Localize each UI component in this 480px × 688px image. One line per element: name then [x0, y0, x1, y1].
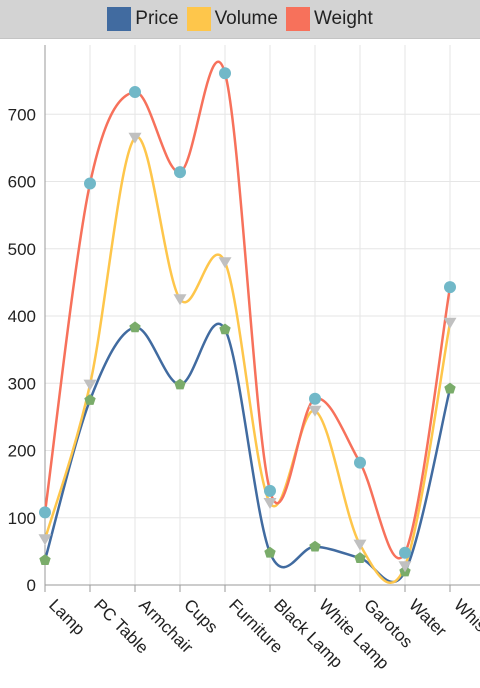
point-volume[interactable] — [218, 257, 232, 269]
point-weight[interactable] — [174, 166, 186, 179]
point-volume[interactable] — [443, 317, 457, 329]
y-tick-label: 500 — [8, 240, 36, 259]
legend-item-price[interactable]: Price — [107, 7, 179, 31]
y-tick-label: 100 — [8, 509, 36, 528]
x-tick-label: Lamp — [45, 595, 89, 639]
point-price[interactable] — [444, 382, 456, 394]
grid — [45, 45, 480, 585]
legend-bar — [0, 0, 480, 39]
point-price[interactable] — [39, 554, 51, 565]
series-lines — [43, 60, 452, 584]
point-price[interactable] — [129, 321, 141, 333]
point-weight[interactable] — [264, 484, 276, 497]
point-volume[interactable] — [263, 498, 277, 509]
point-volume[interactable] — [38, 534, 52, 546]
point-weight[interactable] — [39, 506, 51, 519]
point-weight[interactable] — [309, 392, 321, 405]
point-volume[interactable] — [128, 132, 142, 144]
point-volume[interactable] — [83, 379, 97, 391]
point-price[interactable] — [219, 323, 231, 335]
point-price[interactable] — [309, 540, 321, 552]
axes — [44, 45, 480, 592]
point-price[interactable] — [84, 394, 96, 405]
point-price[interactable] — [354, 552, 366, 563]
y-tick-label: 0 — [27, 576, 36, 595]
series-line-volume — [43, 135, 452, 584]
y-tick-label: 600 — [8, 173, 36, 192]
legend: Price Volume Weight — [0, 0, 480, 38]
series-markers — [38, 67, 457, 577]
point-weight[interactable] — [444, 281, 456, 294]
y-tick-label: 700 — [8, 105, 36, 124]
legend-swatch-weight — [285, 7, 310, 31]
y-tick-label: 200 — [8, 442, 36, 461]
x-tick-label: Cups — [180, 595, 221, 636]
point-volume[interactable] — [308, 405, 322, 417]
point-volume[interactable] — [398, 561, 412, 573]
y-tick-label: 400 — [8, 307, 36, 326]
point-weight[interactable] — [354, 456, 366, 469]
legend-label-price: Price — [135, 8, 179, 29]
legend-swatch-price — [107, 7, 132, 31]
x-tick-label: Whisky — [450, 595, 480, 648]
legend-item-weight[interactable]: Weight — [285, 7, 373, 31]
point-weight[interactable] — [129, 86, 141, 99]
point-weight[interactable] — [399, 546, 411, 559]
legend-label-volume: Volume — [214, 8, 278, 29]
point-price[interactable] — [264, 546, 276, 558]
point-volume[interactable] — [353, 539, 367, 551]
point-weight[interactable] — [84, 177, 96, 190]
y-tick-label: 300 — [8, 374, 36, 393]
series-line-weight — [43, 60, 452, 560]
point-price[interactable] — [174, 378, 186, 390]
legend-label-weight: Weight — [313, 8, 373, 29]
point-volume[interactable] — [173, 294, 187, 306]
legend-item-volume[interactable]: Volume — [186, 7, 278, 31]
point-weight[interactable] — [219, 67, 231, 80]
legend-swatch-volume — [186, 7, 211, 31]
